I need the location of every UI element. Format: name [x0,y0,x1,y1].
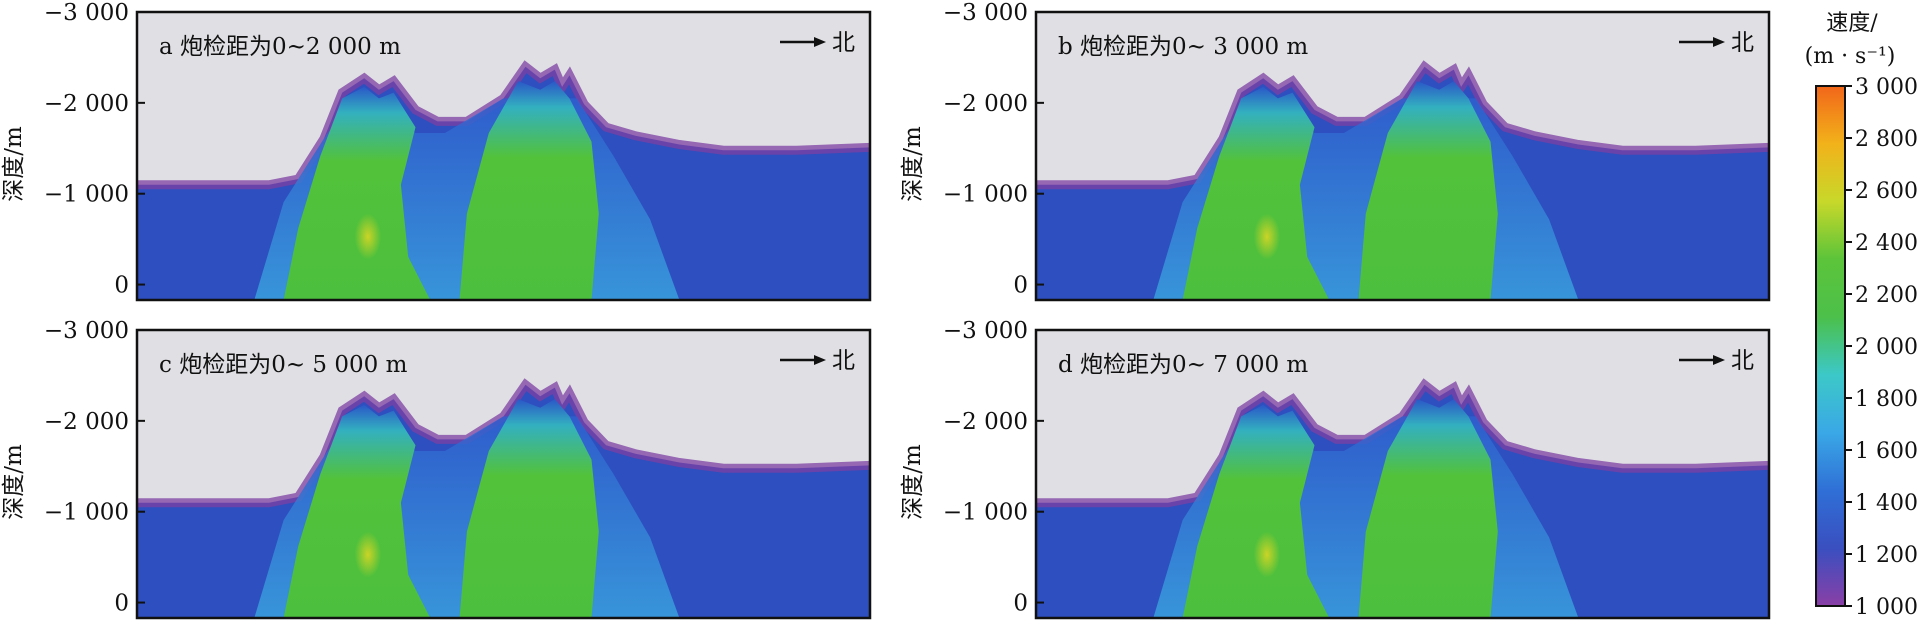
north-label: 北 [832,348,855,374]
velocity-anomaly [1253,531,1281,578]
y-tick-label: −2 000 [943,409,1028,435]
panel-b-image [1036,12,1769,300]
panel-title: c 炮检距为0~ 5 000 m [159,352,408,378]
y-tick-label: −3 000 [943,0,1028,26]
near-surface-layer [1036,60,1769,190]
panels-layer: a 炮检距为0~2 000 m 北−3 000−2 000−1 0000深度/mb… [1,0,1771,620]
y-axis-label: 深度/m [900,444,926,520]
colorbar-tick-label: 1 400 [1855,491,1918,516]
north-arrowhead-icon [1713,37,1725,47]
y-tick-label: −2 000 [44,409,129,435]
colorbar-tick-label: 3 000 [1855,75,1918,100]
colorbar-tick-label: 1 600 [1855,439,1918,464]
colorbar-title: 速度/ [1826,11,1878,36]
y-axis-label: 深度/m [900,126,926,202]
colorbar-tick-label: 2 600 [1855,179,1918,204]
velocity-anomaly [354,531,382,578]
panel-title: b 炮检距为0~ 3 000 m [1058,34,1308,60]
high-velocity-body-1 [1182,86,1330,300]
north-arrowhead-icon [814,37,826,47]
panel-frame [1034,328,1771,620]
y-tick-label: −3 000 [44,0,129,26]
colorbar-scale [1815,85,1846,607]
y-tick-label: −2 000 [44,91,129,117]
north-arrowhead-icon [1713,355,1725,365]
colorbar-tick-label: 1 200 [1855,543,1918,568]
y-tick-label: −1 000 [943,500,1028,526]
y-tick-label: 0 [114,591,129,617]
panel-b: b 炮检距为0~ 3 000 m 北 −3 000 −2 000 −1 000 0 深度/m [900,0,1771,302]
velocity-anomaly [354,213,382,260]
panel-frame [1034,10,1771,302]
panel-frame [135,10,872,302]
y-tick-label: −2 000 [943,91,1028,117]
north-arrowhead-icon [814,355,826,365]
high-velocity-body-2 [1358,81,1498,300]
panel-c-image [137,330,870,618]
near-surface-layer [137,60,870,190]
panel-d-image [1036,330,1769,618]
north-label: 北 [832,30,855,56]
high-velocity-body-1 [1182,404,1330,618]
near-surface-layer [1036,378,1769,508]
panel-title: d 炮检距为0~ 7 000 m [1058,352,1308,378]
high-velocity-body-2 [459,399,599,618]
panel-c: c 炮检距为0~ 5 000 m 北 −3 000 −2 000 −1 000 0 深度/m [1,318,872,620]
colorbar-tick-label: 2 200 [1855,283,1918,308]
y-tick-label: −1 000 [44,182,129,208]
colorbar: 1 000 1 200 1 400 1 600 1 800 2 000 2 200 2 400… [1805,11,1918,620]
colorbar-tick-label: 2 000 [1855,335,1918,360]
y-axis-label: 深度/m [1,126,27,202]
colorbar-unit: (m · s⁻¹) [1805,44,1896,69]
colorbar-tick-label: 1 000 [1855,595,1918,620]
y-tick-label: −1 000 [943,182,1028,208]
high-velocity-body-2 [459,81,599,300]
north-label: 北 [1731,348,1754,374]
high-velocity-body-1 [283,86,431,300]
y-tick-label: −3 000 [44,318,129,344]
colorbar-tick-label: 2 800 [1855,127,1918,152]
y-axis-label: 深度/m [1,444,27,520]
y-tick-label: 0 [1013,591,1028,617]
near-surface-layer [137,378,870,508]
y-tick-label: −3 000 [943,318,1028,344]
y-tick-label: −1 000 [44,500,129,526]
north-label: 北 [1731,30,1754,56]
panel-d: d 炮检距为0~ 7 000 m 北 −3 000 −2 000 −1 000 0 深度/m [900,318,1771,620]
panel-frame [135,328,872,620]
panel-title: a 炮检距为0~2 000 m [159,34,401,60]
high-velocity-body-2 [1358,399,1498,618]
panel-a-image [137,12,870,300]
colorbar-tick-label: 2 400 [1855,231,1918,256]
velocity-anomaly [1253,213,1281,260]
y-tick-label: 0 [1013,273,1028,299]
panel-a: a 炮检距为0~2 000 m 北 −3 000 −2 000 −1 000 0 深度/m [1,0,872,302]
high-velocity-body-1 [283,404,431,618]
colorbar-tick-label: 1 800 [1855,387,1918,412]
y-tick-label: 0 [114,273,129,299]
